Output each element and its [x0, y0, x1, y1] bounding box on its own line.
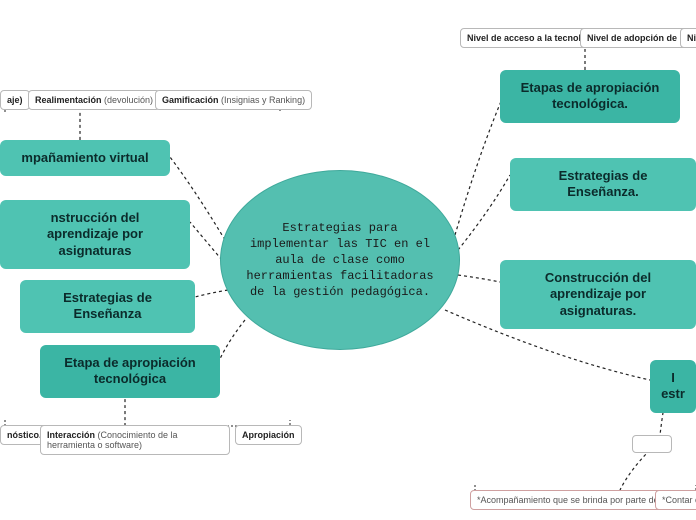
tag-interaccion[interactable]: Interacción (Conocimiento de la herramie…: [40, 425, 230, 455]
tag-contar[interactable]: *Contar co: [655, 490, 696, 510]
center-topic[interactable]: Estrategias para implementar las TIC en …: [220, 170, 460, 350]
tag-nivel-adopcion[interactable]: Nivel de adopción de la tecnología: [580, 28, 696, 48]
node-construccion-aprendizaje-l[interactable]: nstrucción del aprendizaje por asignatur…: [0, 200, 190, 269]
node-etapas-apropiacion-tec[interactable]: Etapas de apropiación tecnológica.: [500, 70, 680, 123]
tag-realimentacion[interactable]: Realimentación (devolución): [28, 90, 160, 110]
node-construccion-aprendizaje-r[interactable]: Construcción del aprendizaje por asignat…: [500, 260, 696, 329]
tag-gamificacion[interactable]: Gamificación (Insignias y Ranking): [155, 90, 312, 110]
node-acompanamiento-virtual[interactable]: mpañamiento virtual: [0, 140, 170, 176]
tag-nivel-3[interactable]: Nivel: [680, 28, 696, 48]
node-estrategias-ensenanza-r[interactable]: Estrategias de Enseñanza.: [510, 158, 696, 211]
node-etapa-apropiacion-l[interactable]: Etapa de apropiación tecnológica: [40, 345, 220, 398]
tag-apropiacion[interactable]: Apropiación: [235, 425, 302, 445]
mindmap-canvas: { "colors": { "center_fill": "#54bfb0", …: [0, 0, 696, 520]
tag-blank[interactable]: [632, 435, 672, 453]
tag-acompanamiento[interactable]: *Acompañamiento que se brinda por parte …: [470, 490, 668, 510]
node-estrategias-ensenanza-l[interactable]: Estrategias de Enseñanza: [20, 280, 195, 333]
node-i-estr[interactable]: I estr: [650, 360, 696, 413]
tag-aje[interactable]: aje): [0, 90, 30, 110]
